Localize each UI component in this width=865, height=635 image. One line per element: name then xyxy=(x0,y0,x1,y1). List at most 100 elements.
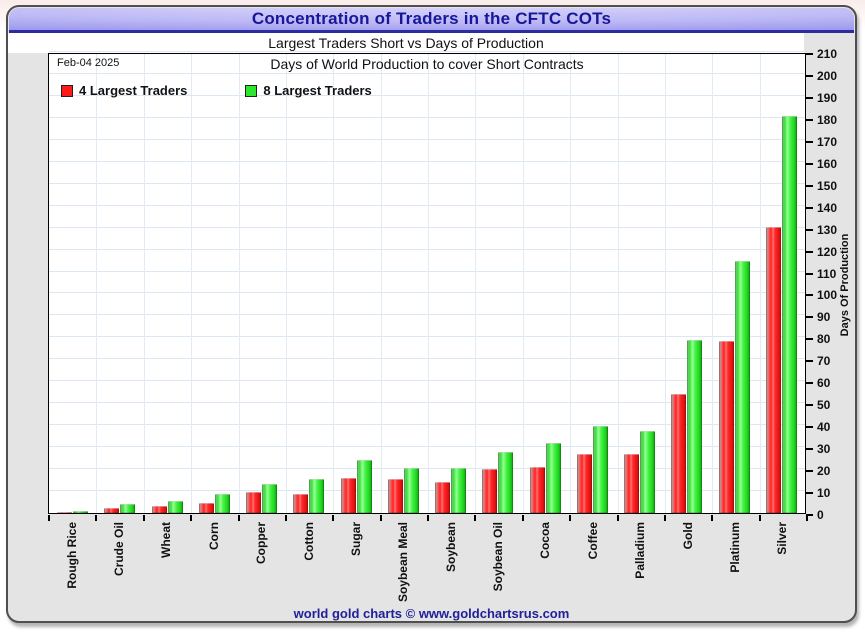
x-tick-label-wrap: Cocoa xyxy=(538,522,552,559)
y-tick-label: 150 xyxy=(817,178,838,193)
bar-group-rough-rice xyxy=(49,54,96,513)
x-tick-label-wrap: Sugar xyxy=(349,522,363,556)
x-tick-label: Coffee xyxy=(585,522,600,560)
y-axis: Days Of Production 0 10 20 30 40 50 60 70 80 90 10… xyxy=(806,47,855,522)
y-tick-label: 100 xyxy=(817,288,838,303)
x-tick-label: Cocoa xyxy=(538,522,553,559)
h-gridline xyxy=(49,424,805,426)
x-tick-label-wrap: Soybean xyxy=(444,522,458,572)
bar-8-largest xyxy=(120,503,136,513)
h-gridline xyxy=(49,468,805,470)
x-axis-tick xyxy=(758,515,761,521)
bar-4-largest xyxy=(387,478,403,513)
bar-group-crude-oil xyxy=(96,54,143,513)
h-gridline xyxy=(49,226,805,228)
y-axis-tick xyxy=(806,426,813,429)
v-gridline xyxy=(570,54,572,513)
x-tick-label-wrap: Cotton xyxy=(302,522,316,561)
bar-4-largest xyxy=(765,226,781,513)
bar-8-largest xyxy=(640,430,656,513)
bar-4-largest xyxy=(624,453,640,513)
bar-8-largest xyxy=(687,339,703,513)
x-tick-label-wrap: Palladium xyxy=(633,522,647,579)
x-tick-label-wrap: Platinum xyxy=(728,522,742,573)
y-axis-tick xyxy=(806,360,813,363)
y-tick-label: 120 xyxy=(817,244,838,259)
x-axis-tick xyxy=(190,515,193,521)
y-axis-tick xyxy=(806,53,813,55)
h-gridline xyxy=(49,138,805,140)
x-axis: Rough Rice Crude Oil Wheat Corn Copper Cotton… xyxy=(48,515,808,606)
v-gridline xyxy=(143,54,145,513)
v-gridline xyxy=(380,54,382,513)
bar-8-largest xyxy=(356,460,372,513)
h-gridline xyxy=(49,336,805,338)
x-tick-label-wrap: Wheat xyxy=(159,522,173,558)
v-gridline xyxy=(285,54,287,513)
bar-4-largest xyxy=(151,506,167,513)
x-axis-tick xyxy=(711,515,714,521)
v-gridline xyxy=(238,54,240,513)
y-tick-label: 80 xyxy=(817,332,831,347)
x-axis-tick xyxy=(616,515,619,521)
bar-group-gold xyxy=(663,54,710,513)
x-tick-label: Soybean Meal xyxy=(396,522,411,603)
v-gridline xyxy=(522,54,524,513)
y-axis-tick xyxy=(806,492,813,495)
y-tick-label: 140 xyxy=(817,200,838,215)
x-tick-label-wrap: Crude Oil xyxy=(112,522,126,576)
y-tick-label: 170 xyxy=(817,134,838,149)
y-axis-tick xyxy=(806,140,813,143)
bar-group-coffee xyxy=(569,54,616,513)
x-axis-tick xyxy=(95,515,98,521)
y-axis-tick xyxy=(806,184,813,187)
bar-8-largest xyxy=(309,479,325,513)
x-tick-label: Platinum xyxy=(727,522,742,573)
footer-credit: world gold charts © www.goldchartsrus.co… xyxy=(293,606,570,621)
bar-group-copper xyxy=(238,54,285,513)
legend-item-8-largest: 8 Largest Traders xyxy=(245,83,372,98)
x-axis-tick xyxy=(806,515,808,521)
x-axis-tick xyxy=(427,515,429,521)
subtitle-band: Largest Traders Short vs Days of Product… xyxy=(8,33,804,53)
y-tick-label: 20 xyxy=(817,464,831,479)
y-tick-label: 90 xyxy=(817,310,831,325)
y-axis-tick xyxy=(806,206,813,209)
x-tick-label: Gold xyxy=(680,522,695,550)
bar-group-wheat xyxy=(144,54,191,513)
v-gridline xyxy=(617,54,619,513)
legend-label: 4 Largest Traders xyxy=(79,83,188,98)
y-axis-tick xyxy=(806,250,813,253)
x-tick-label-wrap: Soybean Oil xyxy=(491,522,505,591)
h-gridline xyxy=(49,358,805,360)
chart-subtitle: Largest Traders Short vs Days of Product… xyxy=(268,35,544,51)
legend-label: 8 Largest Traders xyxy=(263,83,372,98)
y-axis-tick xyxy=(806,74,813,77)
x-axis-tick xyxy=(332,515,335,521)
y-tick-label: 190 xyxy=(817,90,838,105)
h-gridline xyxy=(49,490,805,492)
h-gridline xyxy=(49,160,805,162)
y-axis-tick xyxy=(806,96,813,99)
v-gridline xyxy=(333,54,335,513)
h-gridline xyxy=(49,204,805,206)
bar-4-largest xyxy=(576,453,592,513)
bar-8-largest xyxy=(403,468,419,513)
h-gridline xyxy=(49,72,805,74)
y-tick-label: 40 xyxy=(817,420,831,435)
bar-group-cotton xyxy=(285,54,332,513)
bar-8-largest xyxy=(262,484,278,513)
bar-group-sugar xyxy=(333,54,380,513)
bar-8-largest xyxy=(214,494,230,513)
x-axis-tick xyxy=(569,515,572,521)
bar-4-largest xyxy=(246,492,262,513)
h-gridline xyxy=(49,182,805,184)
bar-8-largest xyxy=(781,115,797,513)
chart-row: Feb-04 2025 Days of World Production to … xyxy=(48,47,855,522)
x-axis-tick xyxy=(284,515,287,521)
x-axis-tick xyxy=(379,515,382,521)
bar-4-largest xyxy=(529,466,545,513)
bar-4-largest xyxy=(104,507,120,513)
v-gridline xyxy=(191,54,193,513)
x-tick-label-wrap: Rough Rice xyxy=(65,522,79,589)
